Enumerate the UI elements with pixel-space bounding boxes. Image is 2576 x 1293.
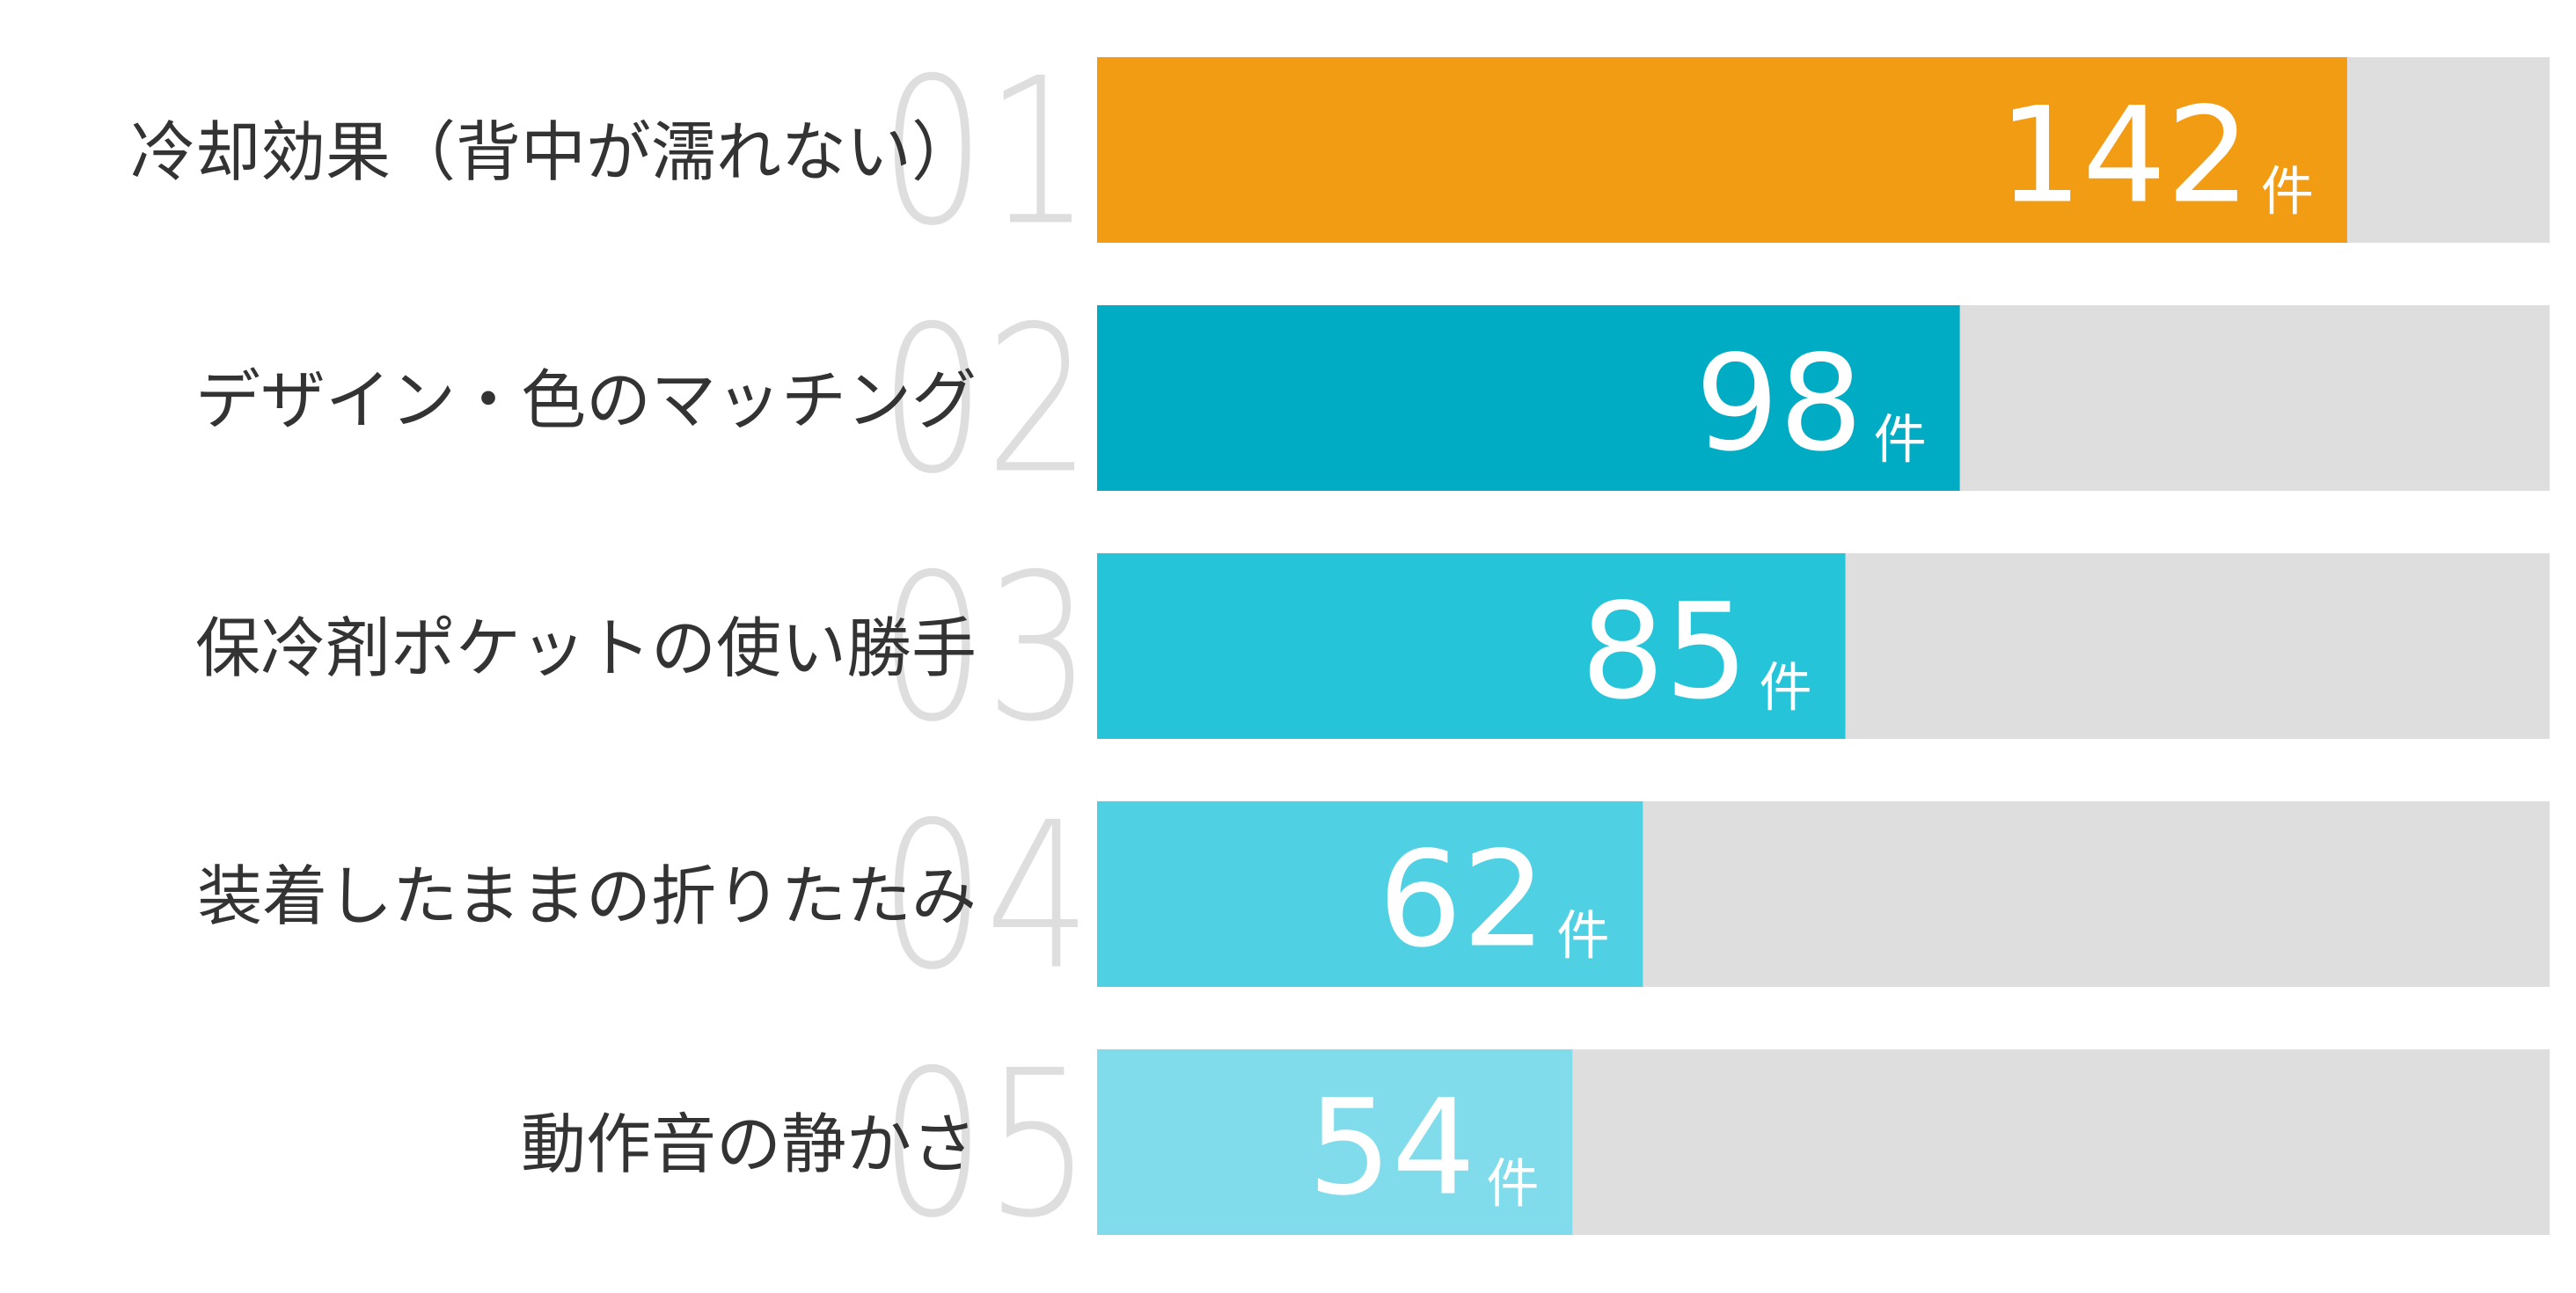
value-label: 85 (1581, 576, 1749, 729)
category-label: デザイン・色のマッチング (195, 363, 977, 439)
unit-label: 件 (1486, 1154, 1539, 1216)
value-label: 62 (1379, 824, 1547, 977)
rank-number: 02 (880, 284, 1091, 519)
value-label: 98 (1695, 328, 1863, 481)
bar (1097, 57, 2347, 243)
value-label: 54 (1307, 1072, 1475, 1225)
unit-label: 件 (2261, 162, 2314, 223)
rank-number: 03 (880, 532, 1091, 767)
unit-label: 件 (1556, 906, 1609, 968)
category-label: 保冷剤ポケットの使い勝手 (195, 611, 977, 687)
value-label: 142 (1999, 80, 2250, 233)
category-label: 動作音の静かさ (521, 1107, 977, 1183)
bar (1097, 801, 1643, 987)
rank-number: 01 (880, 36, 1091, 271)
unit-label: 件 (1760, 658, 1812, 720)
bar (1097, 1049, 1573, 1235)
unit-label: 件 (1874, 410, 1927, 471)
category-label: 装着したままの折りたたみ (197, 859, 977, 935)
category-label: 冷却効果（背中が濡れない） (130, 115, 977, 191)
rank-number: 04 (880, 780, 1091, 1015)
rank-number: 05 (880, 1028, 1091, 1263)
bar (1097, 553, 1846, 739)
bar (1097, 305, 1960, 491)
